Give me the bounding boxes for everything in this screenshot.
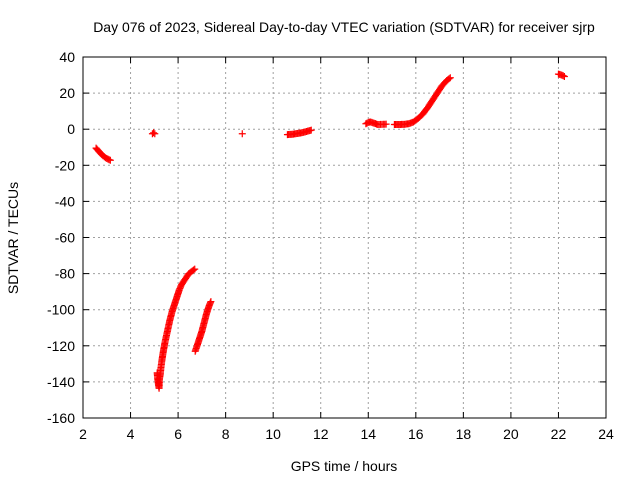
series-arc-8 <box>390 74 454 129</box>
x-tick-label: 14 <box>360 426 376 442</box>
axis-ticks: 2 4 6 8 10 12 14 16 18 20 22 24-160-140-120-100-80-… <box>47 49 614 442</box>
series-arc-4 <box>191 298 215 355</box>
data-points <box>92 70 568 392</box>
x-tick-label: 20 <box>503 426 519 442</box>
x-tick-label: 24 <box>598 426 614 442</box>
data-point <box>207 298 215 306</box>
series-arc-6 <box>283 126 315 139</box>
y-tick-label: 40 <box>59 49 75 65</box>
data-point <box>190 266 198 274</box>
data-point <box>150 129 158 137</box>
series-arc-5 <box>238 130 246 138</box>
y-tick-label: -140 <box>47 374 75 390</box>
x-tick-label: 6 <box>174 426 182 442</box>
grid <box>83 57 606 418</box>
x-tick-label: 10 <box>265 426 281 442</box>
x-tick-label: 2 <box>79 426 87 442</box>
x-tick-label: 16 <box>408 426 424 442</box>
chart-title: Day 076 of 2023, Sidereal Day-to-day VTE… <box>93 19 595 35</box>
data-point <box>560 72 568 80</box>
y-tick-label: -160 <box>47 410 75 426</box>
data-point <box>382 120 390 128</box>
data-point <box>238 130 246 138</box>
x-tick-label: 22 <box>551 426 567 442</box>
y-tick-label: -60 <box>55 230 75 246</box>
series-arc-7 <box>362 118 390 129</box>
y-tick-label: -40 <box>55 193 75 209</box>
series-arc-9 <box>554 70 568 80</box>
series-arc-1 <box>92 144 114 164</box>
x-tick-label: 18 <box>456 426 472 442</box>
x-axis-title: GPS time / hours <box>291 458 398 474</box>
data-point <box>446 74 454 82</box>
series-arc-2 <box>148 129 159 138</box>
data-point <box>151 130 159 138</box>
series-arc-3 <box>153 265 199 392</box>
y-tick-label: -20 <box>55 157 75 173</box>
y-tick-label: 0 <box>67 121 75 137</box>
x-tick-label: 4 <box>127 426 135 442</box>
data-point <box>307 126 315 134</box>
y-tick-label: -80 <box>55 266 75 282</box>
y-axis-title: SDTVAR / TECUs <box>5 182 21 294</box>
data-point <box>445 75 453 83</box>
x-tick-label: 8 <box>222 426 230 442</box>
y-tick-label: -100 <box>47 302 75 318</box>
y-tick-label: -120 <box>47 338 75 354</box>
data-point <box>559 72 567 80</box>
data-point <box>191 265 199 273</box>
y-tick-label: 20 <box>59 85 75 101</box>
data-point <box>106 156 114 164</box>
x-tick-label: 12 <box>313 426 329 442</box>
